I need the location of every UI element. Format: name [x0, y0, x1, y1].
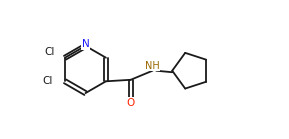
Text: NH: NH	[145, 61, 160, 71]
Text: Cl: Cl	[42, 76, 53, 86]
Text: Cl: Cl	[44, 47, 54, 57]
Text: N: N	[81, 39, 89, 49]
Text: O: O	[127, 98, 135, 108]
